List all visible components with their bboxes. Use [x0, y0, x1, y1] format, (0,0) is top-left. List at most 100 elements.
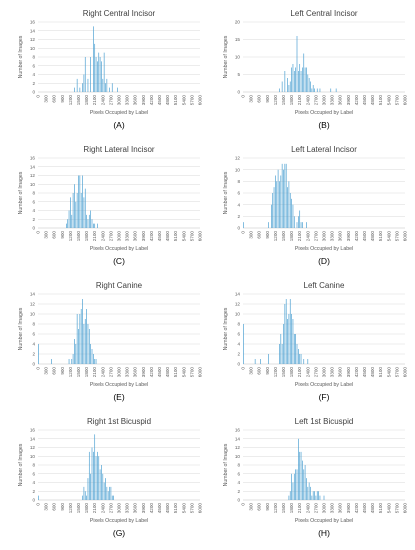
bar — [87, 219, 89, 228]
x-tick-label: 600 — [257, 95, 262, 103]
x-tick-label: 3000 — [117, 231, 122, 242]
x-axis-label: Pixels Occupied by Label — [90, 518, 148, 524]
bar — [308, 78, 310, 92]
bar — [306, 222, 307, 228]
x-tick-label: 0 — [36, 231, 41, 234]
x-tick-label: 3300 — [330, 503, 335, 514]
x-tick-label: 1500 — [76, 95, 81, 106]
x-tick-label: 1800 — [289, 231, 294, 242]
x-tick-label: 4800 — [370, 231, 375, 242]
x-tick-label: 600 — [257, 503, 262, 511]
bar — [283, 169, 284, 228]
x-tick-label: 1200 — [273, 231, 278, 242]
x-tick-label: 3900 — [346, 231, 351, 242]
y-tick-label: 20 — [235, 20, 241, 25]
x-tick-label: 300 — [249, 367, 254, 375]
bar — [299, 210, 301, 228]
x-tick-label: 5400 — [386, 95, 391, 106]
bar — [82, 175, 83, 228]
bar — [93, 354, 94, 364]
bar — [105, 478, 106, 500]
x-tick-label: 3600 — [338, 367, 343, 378]
x-tick-label: 1500 — [281, 231, 286, 242]
bar — [296, 344, 298, 364]
x-tick-label: 4200 — [149, 367, 154, 378]
bar — [279, 88, 280, 92]
bar — [67, 219, 69, 228]
bar — [109, 486, 110, 500]
bar — [91, 219, 93, 228]
y-tick-label: 6 — [32, 63, 35, 68]
y-tick-label: 4 — [237, 480, 240, 485]
y-tick-label: 16 — [235, 428, 241, 433]
y-tick-label: 8 — [237, 463, 240, 468]
x-axis-label: Pixels Occupied by Label — [295, 110, 353, 116]
y-tick-label: 12 — [235, 302, 241, 307]
bar — [279, 344, 280, 364]
x-axis-label: Pixels Occupied by Label — [90, 110, 148, 116]
y-tick-label: 14 — [30, 292, 36, 297]
x-tick-label: 3900 — [346, 503, 351, 514]
bar — [288, 181, 290, 228]
x-tick-label: 300 — [44, 503, 49, 511]
x-tick-label: 6000 — [198, 503, 203, 514]
bar — [304, 67, 306, 92]
bar — [295, 334, 296, 364]
bar — [99, 57, 101, 92]
bar — [243, 222, 244, 228]
bar — [106, 486, 108, 500]
x-tick-label: 5700 — [189, 503, 194, 514]
bar — [292, 64, 294, 92]
chart-title: Left 1st Bicuspid — [295, 417, 354, 426]
x-tick-label: 2700 — [313, 367, 318, 378]
y-tick-label: 14 — [235, 292, 241, 297]
x-tick-label: 300 — [44, 367, 49, 375]
bar — [74, 339, 75, 364]
bar — [300, 222, 302, 228]
x-tick-label: 4800 — [370, 367, 375, 378]
x-tick-label: 900 — [265, 95, 270, 103]
x-tick-label: 1500 — [76, 367, 81, 378]
bar — [279, 181, 280, 228]
x-tick-label: 3000 — [322, 231, 327, 242]
bar — [284, 71, 286, 92]
x-tick-label: 5400 — [181, 367, 186, 378]
x-axis-label: Pixels Occupied by Label — [90, 382, 148, 388]
bar — [306, 478, 307, 500]
x-tick-label: 900 — [265, 231, 270, 239]
x-tick-label: 5100 — [173, 367, 178, 378]
bar — [98, 52, 100, 92]
bar — [243, 324, 244, 364]
y-tick-label: 8 — [32, 191, 35, 196]
bar — [284, 163, 286, 228]
x-tick-label: 900 — [60, 367, 65, 375]
bar — [102, 473, 104, 500]
bar — [86, 495, 87, 500]
y-tick-label: 12 — [235, 445, 241, 450]
y-tick-label: 2 — [32, 217, 35, 222]
x-tick-label: 4200 — [354, 231, 359, 242]
panel-letter: (C) — [113, 256, 125, 266]
bar — [107, 491, 109, 500]
y-tick-label: 10 — [30, 182, 36, 187]
y-tick-label: 10 — [235, 55, 241, 60]
x-tick-label: 6000 — [403, 231, 408, 242]
y-tick-label: 2 — [32, 81, 35, 86]
x-tick-label: 5100 — [173, 503, 178, 514]
y-tick-label: 0 — [237, 226, 240, 231]
bar — [111, 83, 113, 92]
bar — [82, 299, 83, 364]
bar — [97, 61, 98, 92]
y-tick-label: 12 — [235, 156, 241, 161]
x-tick-label: 2400 — [305, 367, 310, 378]
bar — [111, 495, 113, 500]
x-tick-label: 900 — [60, 503, 65, 511]
bar — [91, 447, 93, 500]
x-tick-label: 5700 — [189, 231, 194, 242]
x-tick-label: 3900 — [346, 95, 351, 106]
x-tick-label: 3600 — [338, 503, 343, 514]
bar — [72, 354, 74, 364]
y-tick-label: 2 — [32, 489, 35, 494]
